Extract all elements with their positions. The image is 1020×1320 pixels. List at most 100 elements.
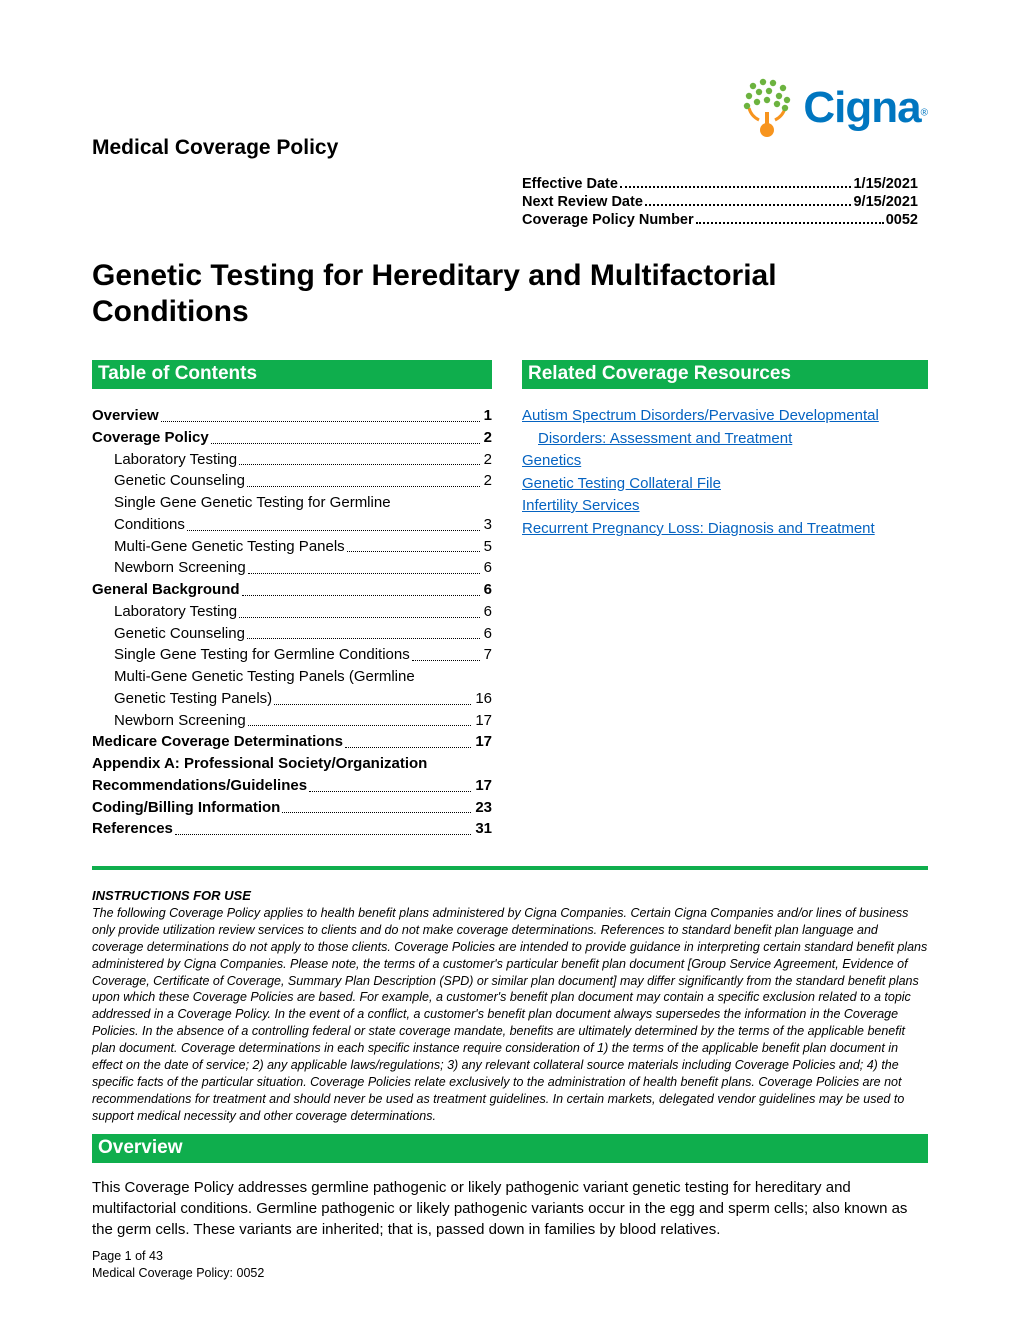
toc-label[interactable]: Medicare Coverage Determinations — [92, 731, 343, 753]
toc-label[interactable]: Genetic Counseling — [92, 470, 245, 492]
toc-page: 5 — [482, 536, 492, 558]
toc-label[interactable]: Conditions — [92, 514, 185, 536]
toc-label[interactable]: Coding/Billing Information — [92, 797, 280, 819]
overview-body: This Coverage Policy addresses germline … — [92, 1177, 928, 1240]
toc-page: 6 — [482, 557, 492, 579]
related-heading: Related Coverage Resources — [522, 360, 928, 389]
instructions-body: The following Coverage Policy applies to… — [92, 905, 928, 1124]
toc-body: Overview1Coverage Policy2Laboratory Test… — [92, 405, 492, 840]
meta-row: Coverage Policy Number 0052 — [522, 212, 918, 228]
toc-label[interactable]: Multi-Gene Genetic Testing Panels — [92, 536, 345, 558]
toc-label[interactable]: Recommendations/Guidelines — [92, 775, 307, 797]
toc-page: 2 — [482, 449, 492, 471]
toc-page: 6 — [482, 601, 492, 623]
policy-type-heading: Medical Coverage Policy — [92, 136, 338, 160]
toc-label[interactable]: Coverage Policy — [92, 427, 209, 449]
toc-row: Medicare Coverage Determinations 17 — [92, 731, 492, 753]
toc-dots — [211, 427, 480, 444]
related-body: Autism Spectrum Disorders/Pervasive Deve… — [522, 405, 928, 540]
toc-row: Newborn Screening 6 — [92, 557, 492, 579]
toc-page: 16 — [473, 688, 492, 710]
toc-label[interactable]: Laboratory Testing — [92, 601, 237, 623]
toc-dots — [161, 405, 480, 422]
toc-row: Newborn Screening17 — [92, 710, 492, 732]
toc-column: Table of Contents Overview1Coverage Poli… — [92, 360, 492, 840]
toc-row: General Background6 — [92, 579, 492, 601]
related-link[interactable]: Recurrent Pregnancy Loss: Diagnosis and … — [522, 518, 928, 541]
toc-label[interactable]: Single Gene Testing for Germline Conditi… — [92, 644, 410, 666]
toc-dots — [175, 818, 471, 835]
brand-logo: Cigna® — [739, 76, 928, 140]
instructions-title: INSTRUCTIONS FOR USE — [92, 888, 928, 903]
related-link[interactable]: Genetics — [522, 450, 928, 473]
toc-label[interactable]: General Background — [92, 579, 240, 601]
footer-page: Page 1 of 43 — [92, 1248, 928, 1264]
meta-row: Next Review Date 9/15/2021 — [522, 194, 918, 210]
toc-row: Overview 1 — [92, 405, 492, 427]
toc-dots — [247, 470, 480, 487]
toc-row: Genetic Counseling 6 — [92, 623, 492, 645]
brand-registered: ® — [921, 108, 928, 119]
toc-row: Laboratory Testing 6 — [92, 601, 492, 623]
toc-dots — [242, 579, 480, 596]
toc-label[interactable]: Newborn Screening — [92, 710, 246, 732]
meta-dots — [620, 176, 852, 188]
document-title: Genetic Testing for Hereditary and Multi… — [92, 258, 928, 330]
toc-page: 2 — [482, 427, 492, 449]
toc-dots — [412, 644, 480, 661]
toc-dots — [347, 536, 480, 553]
meta-value: 1/15/2021 — [853, 176, 918, 192]
toc-page: 3 — [482, 514, 492, 536]
toc-dots — [248, 557, 480, 574]
toc-page: 23 — [473, 797, 492, 819]
related-link[interactable]: Infertility Services — [522, 495, 928, 518]
toc-page: 1 — [482, 405, 492, 427]
toc-dots — [239, 449, 480, 466]
toc-row: Coverage Policy 2 — [92, 427, 492, 449]
toc-dots — [345, 731, 471, 748]
footer-policy: Medical Coverage Policy: 0052 — [92, 1265, 928, 1281]
toc-label[interactable]: Newborn Screening — [92, 557, 246, 579]
overview-heading: Overview — [92, 1134, 928, 1163]
meta-block: Effective Date 1/15/2021 Next Review Dat… — [522, 176, 928, 228]
toc-page: 7 — [482, 644, 492, 666]
toc-page: 17 — [473, 775, 492, 797]
document-header: Medical Coverage Policy Cigna® — [92, 76, 928, 160]
toc-row: Multi-Gene Genetic Testing Panels 5 — [92, 536, 492, 558]
toc-dots — [187, 514, 480, 531]
toc-label[interactable]: Appendix A: Professional Society/Organiz… — [92, 753, 492, 775]
meta-label: Effective Date — [522, 176, 618, 192]
related-link[interactable]: Disorders: Assessment and Treatment — [522, 428, 928, 451]
toc-page: 2 — [482, 470, 492, 492]
toc-row: Coding/Billing Information 23 — [92, 797, 492, 819]
toc-row: References31 — [92, 818, 492, 840]
toc-label[interactable]: Multi-Gene Genetic Testing Panels (Germl… — [92, 666, 492, 688]
meta-value: 9/15/2021 — [853, 194, 918, 210]
brand-name: Cigna — [803, 83, 920, 132]
related-column: Related Coverage Resources Autism Spectr… — [522, 360, 928, 840]
toc-dots — [248, 710, 472, 727]
toc-row: Laboratory Testing 2 — [92, 449, 492, 471]
tree-icon — [739, 76, 795, 140]
toc-label[interactable]: Genetic Counseling — [92, 623, 245, 645]
meta-label: Coverage Policy Number — [522, 212, 694, 228]
toc-page: 17 — [473, 731, 492, 753]
toc-dots — [274, 688, 471, 705]
toc-label[interactable]: References — [92, 818, 173, 840]
toc-label[interactable]: Overview — [92, 405, 159, 427]
meta-dots — [645, 194, 852, 206]
meta-dots — [696, 212, 884, 224]
page-footer: Page 1 of 43 Medical Coverage Policy: 00… — [92, 1248, 928, 1281]
toc-row: Genetic Counseling 2 — [92, 470, 492, 492]
related-link[interactable]: Genetic Testing Collateral File — [522, 473, 928, 496]
toc-dots — [247, 623, 480, 640]
toc-label[interactable]: Genetic Testing Panels) — [92, 688, 272, 710]
toc-heading: Table of Contents — [92, 360, 492, 389]
toc-label[interactable]: Single Gene Genetic Testing for Germline — [92, 492, 492, 514]
toc-label[interactable]: Laboratory Testing — [92, 449, 237, 471]
divider — [92, 866, 928, 870]
toc-dots — [239, 601, 480, 618]
related-link[interactable]: Autism Spectrum Disorders/Pervasive Deve… — [522, 405, 928, 428]
toc-page: 6 — [482, 623, 492, 645]
columns: Table of Contents Overview1Coverage Poli… — [92, 360, 928, 840]
